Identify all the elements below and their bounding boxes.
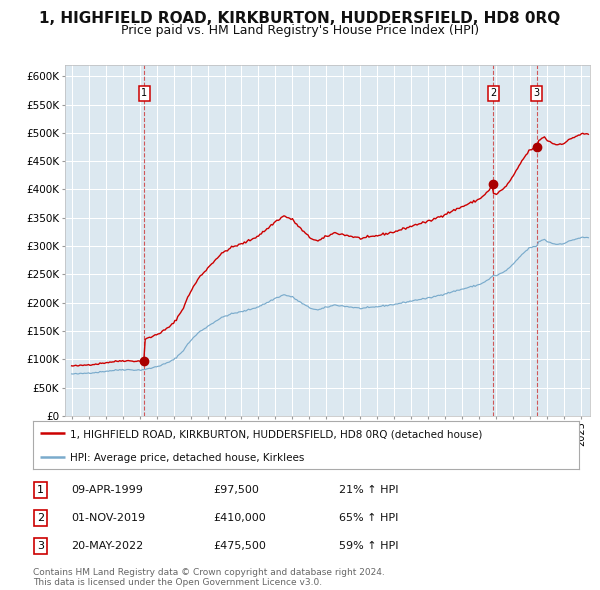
Text: 65% ↑ HPI: 65% ↑ HPI bbox=[339, 513, 398, 523]
Text: HPI: Average price, detached house, Kirklees: HPI: Average price, detached house, Kirk… bbox=[70, 453, 305, 463]
Text: 20-MAY-2022: 20-MAY-2022 bbox=[71, 542, 143, 551]
Text: 3: 3 bbox=[37, 542, 44, 551]
Text: £410,000: £410,000 bbox=[213, 513, 266, 523]
Text: Contains HM Land Registry data © Crown copyright and database right 2024.
This d: Contains HM Land Registry data © Crown c… bbox=[33, 568, 385, 587]
Text: 01-NOV-2019: 01-NOV-2019 bbox=[71, 513, 145, 523]
Text: 21% ↑ HPI: 21% ↑ HPI bbox=[339, 485, 398, 494]
Text: 2: 2 bbox=[37, 513, 44, 523]
Text: 1: 1 bbox=[37, 485, 44, 494]
Text: 1, HIGHFIELD ROAD, KIRKBURTON, HUDDERSFIELD, HD8 0RQ (detached house): 1, HIGHFIELD ROAD, KIRKBURTON, HUDDERSFI… bbox=[70, 429, 482, 439]
Text: £475,500: £475,500 bbox=[213, 542, 266, 551]
Text: 2: 2 bbox=[490, 88, 497, 98]
Text: 1, HIGHFIELD ROAD, KIRKBURTON, HUDDERSFIELD, HD8 0RQ: 1, HIGHFIELD ROAD, KIRKBURTON, HUDDERSFI… bbox=[40, 11, 560, 25]
Text: 3: 3 bbox=[534, 88, 540, 98]
Text: Price paid vs. HM Land Registry's House Price Index (HPI): Price paid vs. HM Land Registry's House … bbox=[121, 24, 479, 37]
Text: 09-APR-1999: 09-APR-1999 bbox=[71, 485, 143, 494]
Text: 1: 1 bbox=[141, 88, 147, 98]
Text: 59% ↑ HPI: 59% ↑ HPI bbox=[339, 542, 398, 551]
Text: £97,500: £97,500 bbox=[213, 485, 259, 494]
